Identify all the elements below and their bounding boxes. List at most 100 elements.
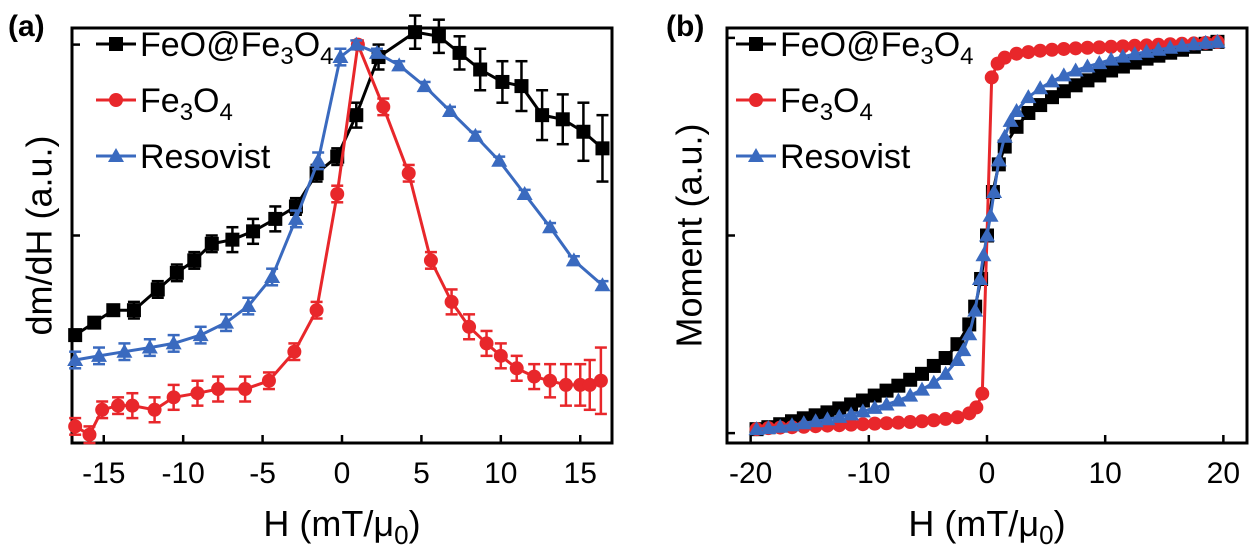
data-point [1021, 105, 1036, 120]
data-point [979, 227, 995, 242]
data-point [1045, 90, 1059, 105]
data-point [832, 401, 847, 416]
data-point [986, 184, 1003, 199]
data-point [555, 112, 570, 127]
data-point [442, 103, 458, 117]
data-point [332, 49, 349, 64]
data-point [431, 29, 446, 44]
x-tick-label: -10 [847, 457, 890, 490]
data-point [264, 269, 281, 283]
data-point [211, 382, 226, 397]
data-point [879, 383, 894, 398]
data-point [479, 336, 494, 351]
data-point [576, 124, 591, 139]
panel-b-series [748, 33, 1226, 437]
data-point [240, 298, 257, 313]
data-point [376, 99, 391, 114]
data-point [126, 303, 141, 318]
legend-marker [748, 148, 764, 162]
data-point [368, 44, 385, 59]
data-point [1104, 63, 1119, 78]
data-point [495, 74, 510, 89]
data-point [309, 303, 324, 318]
data-point [516, 186, 533, 200]
panel-b: (b) -20 -10 0 10 20 FeO@Fe3O4 Fe3O4 Resovist H… [666, 10, 1249, 550]
series-triangle [67, 36, 611, 370]
data-point [444, 294, 459, 309]
data-point [106, 303, 121, 318]
legend-marker [749, 93, 763, 107]
data-point [1067, 62, 1084, 77]
data-point [950, 410, 965, 425]
data-point [166, 390, 181, 405]
data-point [416, 78, 433, 93]
x-tick-label: 5 [413, 457, 430, 490]
data-point [310, 152, 327, 167]
data-point [760, 420, 777, 435]
data-point [844, 417, 859, 432]
legend-marker [108, 148, 124, 162]
data-point [147, 402, 162, 417]
data-point [855, 417, 870, 432]
data-point [926, 413, 941, 428]
data-point [349, 108, 364, 123]
data-point [855, 393, 870, 408]
data-point [348, 36, 365, 51]
data-point [87, 315, 102, 330]
data-point [795, 415, 812, 430]
data-point [527, 369, 542, 384]
data-point [268, 211, 283, 226]
data-point [565, 252, 582, 267]
data-point [969, 400, 984, 415]
data-point [1056, 84, 1071, 99]
x-tick-label: -5 [249, 457, 276, 490]
data-point [1032, 80, 1049, 95]
data-point [1080, 73, 1095, 88]
data-point [1092, 40, 1107, 55]
series-triangle [748, 33, 1226, 436]
legend-item: Fe3O4 [96, 82, 233, 126]
panel-b-x-ticks: -20 -10 0 10 20 [727, 36, 1240, 490]
data-point [748, 421, 765, 436]
data-point [82, 427, 97, 442]
data-point [1091, 55, 1108, 70]
data-point [1197, 34, 1214, 49]
data-point [595, 141, 610, 156]
data-point [423, 253, 438, 268]
data-point [1209, 33, 1226, 48]
data-point [1115, 59, 1130, 74]
legend-label: Fe3O4 [140, 82, 233, 126]
data-point [1114, 48, 1131, 63]
data-point [1033, 98, 1048, 113]
x-tick-label: 15 [564, 457, 597, 490]
legend-marker [109, 37, 123, 51]
data-point [831, 408, 848, 423]
data-point [462, 319, 477, 334]
data-point [1009, 46, 1024, 61]
data-point [95, 402, 110, 417]
legend-label: Fe3O4 [780, 82, 873, 126]
panel-a-label: (a) [8, 10, 45, 43]
data-point [491, 152, 508, 167]
data-point [204, 236, 219, 251]
data-point [287, 210, 304, 225]
data-point [890, 392, 907, 407]
data-point [891, 415, 906, 430]
data-point [91, 347, 107, 362]
x-tick-label: 0 [334, 457, 351, 490]
data-point [996, 128, 1013, 143]
data-point [192, 327, 209, 342]
panel-a-x-axis-title: H (mT/μ0) [263, 503, 420, 550]
data-point [1008, 103, 1025, 117]
data-point [467, 127, 484, 142]
data-point [819, 411, 836, 426]
data-point [68, 328, 83, 343]
data-point [169, 265, 184, 280]
data-point [975, 386, 990, 401]
data-point [903, 415, 918, 430]
data-point [903, 372, 918, 387]
data-point [68, 419, 83, 434]
data-point [1068, 78, 1083, 93]
data-point [509, 361, 524, 376]
